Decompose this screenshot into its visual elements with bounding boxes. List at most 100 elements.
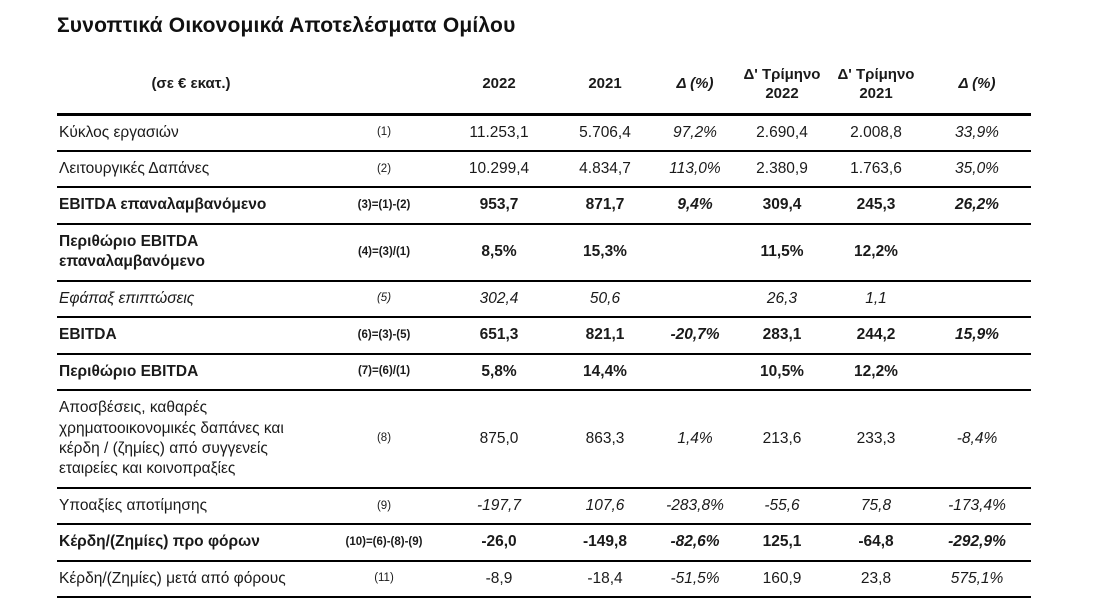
value-q4-2022: -55,6 [735,487,829,526]
value-q4-2021: 233,3 [829,390,923,489]
row-label: Κέρδη/(Ζημίες) προ φόρων [57,524,325,562]
value-2021: 863,3 [555,390,655,489]
value-delta-fy [655,280,735,319]
row-label: Λειτουργικές Δαπάνες [57,150,325,189]
value-q4-2022: 160,9 [735,560,829,599]
row-label: EBITDA επαναλαμβανόμενο [57,187,325,225]
value-2022: -26,0 [443,524,555,562]
value-delta-q4: 33,9% [923,114,1031,152]
value-2022: -8,9 [443,560,555,599]
row-formula-reference: (6)=(3)-(5) [325,317,443,355]
value-2021: -149,8 [555,524,655,562]
column-header-delta-q4: Δ (%) [923,62,1031,116]
table-header: (σε € εκατ.) 2022 2021 Δ (%) Δ' Τρίμηνο … [57,62,1031,116]
value-2021: 5.706,4 [555,114,655,152]
row-label: Κύκλος εργασιών [57,114,325,152]
row-label: Υποαξίες αποτίμησης [57,487,325,526]
row-formula-reference: (3)=(1)-(2) [325,187,443,225]
value-q4-2022: 26,3 [735,280,829,319]
value-q4-2021: 12,2% [829,223,923,282]
value-2021: 50,6 [555,280,655,319]
value-delta-fy: -51,5% [655,560,735,599]
value-q4-2021: 245,3 [829,187,923,225]
value-delta-q4: -8,4% [923,390,1031,489]
table-row: EBITDA επαναλαμβανόμενο (3)=(1)-(2) 953,… [57,187,1031,225]
value-delta-fy: -82,6% [655,524,735,562]
row-formula-reference: (4)=(3)/(1) [325,223,443,282]
table-body: Κύκλος εργασιών (1) 11.253,1 5.706,4 97,… [57,114,1031,599]
row-formula-reference: (5) [325,280,443,319]
value-2021: 14,4% [555,353,655,392]
value-2021: 15,3% [555,223,655,282]
value-2022: -197,7 [443,487,555,526]
value-2021: 871,7 [555,187,655,225]
value-q4-2022: 125,1 [735,524,829,562]
value-2022: 8,5% [443,223,555,282]
value-2022: 11.253,1 [443,114,555,152]
table-row: Υποαξίες αποτίμησης (9) -197,7 107,6 -28… [57,487,1031,526]
value-q4-2022: 2.380,9 [735,150,829,189]
value-q4-2021: -64,8 [829,524,923,562]
value-delta-q4 [923,223,1031,282]
value-2022: 5,8% [443,353,555,392]
value-delta-fy: -283,8% [655,487,735,526]
column-header-delta-fy: Δ (%) [655,62,735,116]
value-2022: 10.299,4 [443,150,555,189]
value-delta-q4 [923,280,1031,319]
value-q4-2021: 2.008,8 [829,114,923,152]
value-q4-2022: 283,1 [735,317,829,355]
value-q4-2022: 11,5% [735,223,829,282]
row-label: Περιθώριο EBITDA [57,353,325,392]
table-row: Κέρδη/(Ζημίες) προ φόρων (10)=(6)-(8)-(9… [57,524,1031,562]
value-q4-2021: 12,2% [829,353,923,392]
value-q4-2022: 213,6 [735,390,829,489]
value-delta-q4: 15,9% [923,317,1031,355]
value-2022: 302,4 [443,280,555,319]
table-row: Κύκλος εργασιών (1) 11.253,1 5.706,4 97,… [57,114,1031,152]
header-row: (σε € εκατ.) 2022 2021 Δ (%) Δ' Τρίμηνο … [57,62,1031,116]
value-delta-fy: 113,0% [655,150,735,189]
row-formula-reference: (8) [325,390,443,489]
value-2021: 107,6 [555,487,655,526]
value-delta-fy: -20,7% [655,317,735,355]
value-q4-2021: 1,1 [829,280,923,319]
value-2021: 821,1 [555,317,655,355]
row-formula-reference: (1) [325,114,443,152]
value-2022: 651,3 [443,317,555,355]
row-formula-reference: (2) [325,150,443,189]
value-delta-fy: 9,4% [655,187,735,225]
column-header-2022: 2022 [443,62,555,116]
unit-header-cell: (σε € εκατ.) [57,62,325,116]
value-delta-q4 [923,353,1031,392]
value-delta-q4: 26,2% [923,187,1031,225]
table-row: Εφάπαξ επιπτώσεις (5) 302,4 50,6 26,3 1,… [57,280,1031,319]
column-header-q4-2022: Δ' Τρίμηνο 2022 [735,62,829,116]
value-delta-q4: -292,9% [923,524,1031,562]
value-delta-fy [655,223,735,282]
value-q4-2022: 2.690,4 [735,114,829,152]
row-formula-reference: (9) [325,487,443,526]
value-delta-q4: 575,1% [923,560,1031,599]
value-delta-fy: 1,4% [655,390,735,489]
table-row: EBITDA (6)=(3)-(5) 651,3 821,1 -20,7% 28… [57,317,1031,355]
row-label: EBITDA [57,317,325,355]
row-formula-reference: (7)=(6)/(1) [325,353,443,392]
table-row: Λειτουργικές Δαπάνες (2) 10.299,4 4.834,… [57,150,1031,189]
value-q4-2021: 244,2 [829,317,923,355]
value-2022: 875,0 [443,390,555,489]
column-header-2021: 2021 [555,62,655,116]
value-q4-2021: 1.763,6 [829,150,923,189]
financial-summary-table: (σε € εκατ.) 2022 2021 Δ (%) Δ' Τρίμηνο … [57,62,1031,599]
value-q4-2022: 10,5% [735,353,829,392]
value-2021: -18,4 [555,560,655,599]
table-row: Κέρδη/(Ζημίες) μετά από φόρους (11) -8,9… [57,560,1031,599]
formula-column-spacer [325,62,443,116]
value-q4-2022: 309,4 [735,187,829,225]
row-label: Αποσβέσεις, καθαρές χρηματοοικονομικές δ… [57,390,325,489]
value-delta-q4: 35,0% [923,150,1031,189]
value-delta-fy [655,353,735,392]
row-label: Κέρδη/(Ζημίες) μετά από φόρους [57,560,325,599]
table-row: Περιθώριο EBITDA (7)=(6)/(1) 5,8% 14,4% … [57,353,1031,392]
value-2022: 953,7 [443,187,555,225]
